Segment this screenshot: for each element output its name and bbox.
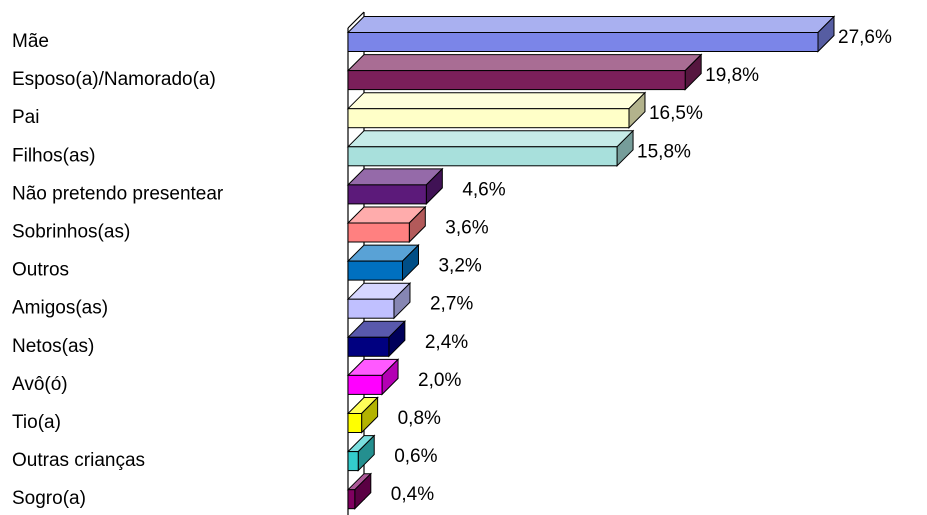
category-label: Tio(a) <box>12 412 61 433</box>
category-label: Outros <box>12 260 69 281</box>
value-label: 0,6% <box>394 446 437 467</box>
category-label: Sogro(a) <box>12 488 86 509</box>
value-label: 16,5% <box>649 103 703 124</box>
category-label: Mãe <box>12 31 49 52</box>
bar <box>347 32 819 52</box>
value-label: 19,8% <box>705 65 759 86</box>
bar <box>347 146 618 167</box>
bar-top <box>346 130 635 148</box>
category-label: Filhos(as) <box>12 145 95 166</box>
category-label: Avô(ó) <box>12 374 68 395</box>
bar-top <box>346 16 836 33</box>
bar <box>347 184 427 205</box>
bar <box>347 489 356 510</box>
category-label: Netos(as) <box>12 336 94 357</box>
bar <box>347 451 359 472</box>
bar <box>347 108 630 129</box>
value-label: 4,6% <box>462 179 505 200</box>
category-label: Outras crianças <box>12 450 145 471</box>
category-label: Amigos(as) <box>12 298 108 319</box>
category-label: Sobrinhos(as) <box>12 222 130 243</box>
bar <box>347 298 395 319</box>
bar <box>347 413 363 433</box>
value-label: 3,2% <box>438 256 481 277</box>
bar <box>347 374 383 395</box>
value-label: 2,0% <box>418 370 461 391</box>
bar-top <box>346 92 647 110</box>
category-label: Pai <box>12 107 39 128</box>
bar <box>347 70 686 91</box>
value-label: 15,8% <box>637 141 691 162</box>
bar <box>347 260 403 281</box>
value-label: 0,8% <box>398 408 441 429</box>
bar <box>347 222 410 243</box>
value-label: 0,4% <box>391 484 434 505</box>
category-label: Não pretendo presentear <box>12 183 224 204</box>
axis-depth <box>347 11 365 29</box>
value-label: 2,7% <box>430 294 473 315</box>
value-label: 2,4% <box>425 332 468 353</box>
value-label: 3,6% <box>445 218 488 239</box>
value-label: 27,6% <box>838 27 892 48</box>
category-label: Esposo(a)/Namorado(a) <box>12 69 216 90</box>
bar-top <box>346 54 703 72</box>
bar <box>347 336 390 357</box>
